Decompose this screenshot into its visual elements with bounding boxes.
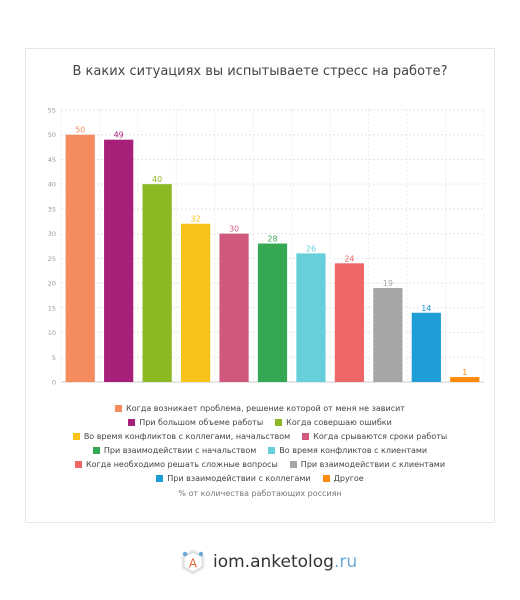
legend-label: При взаимодействии с клиентами [300, 460, 446, 469]
anketolog-logo-icon: A [179, 548, 207, 576]
legend-swatch [275, 419, 283, 426]
data-label: 30 [229, 225, 239, 234]
legend-item[interactable]: Во время конфликтов с коллегами, начальс… [72, 430, 291, 444]
legend-label: Когда срываются сроки работы [313, 432, 448, 441]
bar [257, 243, 288, 382]
legend-label: Во время конфликтов с клиентами [279, 446, 428, 455]
data-label: 14 [421, 304, 431, 313]
legend-item[interactable]: Во время конфликтов с клиентами [268, 444, 427, 458]
data-label: 49 [114, 131, 124, 140]
legend-swatch [74, 461, 82, 468]
legend-label: Когда необходимо решать сложные вопросы [85, 460, 278, 469]
legend-item[interactable]: Другое [322, 472, 364, 486]
legend-swatch [115, 405, 123, 412]
y-tick-label: 25 [48, 255, 56, 263]
legend-item[interactable]: Когда возникает проблема, решение которо… [115, 402, 405, 416]
legend-swatch [322, 475, 330, 482]
data-label: 19 [383, 279, 393, 288]
bar [219, 233, 249, 382]
chart-note: % от количества работающих россиян [178, 489, 342, 498]
brand[interactable]: A iom.anketolog.ru [179, 548, 357, 576]
legend-swatch [268, 447, 276, 454]
y-tick-label: 40 [48, 181, 56, 189]
data-label: 50 [75, 126, 85, 135]
y-tick-label: 55 [48, 107, 56, 115]
y-tick-label: 10 [48, 329, 56, 337]
bar [373, 288, 403, 382]
legend-label: При взаимодействии с начальством [103, 446, 257, 455]
brand-name: iom.anketolog.ru [213, 552, 358, 572]
legend-label: При большом объеме работы [139, 418, 264, 427]
legend-item[interactable]: Когда необходимо решать сложные вопросы [74, 458, 278, 472]
data-label: 1 [462, 368, 467, 377]
legend-label: Когда совершаю ошибки [286, 418, 392, 427]
legend-swatch [302, 433, 310, 440]
legend-item[interactable]: При взаимодействии с клиентами [289, 458, 446, 472]
bar [142, 184, 172, 382]
legend-item[interactable]: Когда срываются сроки работы [302, 430, 447, 444]
legend-item[interactable]: При взаимодействии с начальством [92, 444, 257, 458]
y-tick-label: 30 [48, 230, 56, 238]
legend-label: Другое [333, 474, 364, 483]
y-tick-label: 20 [48, 280, 56, 288]
legend-label: Когда возникает проблема, решение которо… [126, 404, 405, 413]
bar [65, 134, 95, 382]
bar [411, 312, 441, 382]
bar [180, 223, 211, 382]
legend-swatch [128, 419, 136, 426]
data-label: 24 [344, 254, 354, 263]
legend: Когда возникает проблема, решение которо… [40, 402, 480, 486]
legend-label: Во время конфликтов с коллегами, начальс… [83, 432, 291, 441]
data-label: 32 [190, 215, 200, 224]
legend-swatch [72, 433, 80, 440]
y-tick-label: 50 [48, 131, 56, 139]
bar [450, 377, 480, 382]
bar [334, 263, 365, 382]
y-tick-label: 0 [52, 379, 56, 387]
grid [60, 109, 485, 383]
data-label: 26 [306, 244, 316, 253]
bar [296, 253, 326, 382]
data-label: 40 [152, 175, 162, 184]
bars [65, 134, 480, 382]
legend-item[interactable]: При взаимодействии с коллегами [156, 472, 311, 486]
y-tick-label: 45 [48, 156, 56, 164]
data-labels: 50 49 40 32 30 28 26 24 19 14 1 [75, 126, 467, 377]
bar [104, 139, 134, 382]
y-tick-label: 5 [52, 354, 56, 362]
legend-swatch [289, 461, 297, 468]
y-tick-label: 15 [48, 304, 56, 312]
chart-title: В каких ситуациях вы испытываете стресс … [72, 64, 448, 79]
logo-letter: A [189, 557, 198, 571]
y-axis: 0 5 10 15 20 25 30 35 40 45 50 55 [48, 107, 56, 387]
legend-swatch [156, 475, 164, 482]
y-tick-label: 35 [48, 205, 56, 213]
legend-item[interactable]: При большом объеме работы [128, 416, 263, 430]
legend-item[interactable]: Когда совершаю ошибки [275, 416, 392, 430]
data-label: 28 [267, 235, 277, 244]
legend-swatch [92, 447, 100, 454]
legend-label: При взаимодействии с коллегами [167, 474, 311, 483]
